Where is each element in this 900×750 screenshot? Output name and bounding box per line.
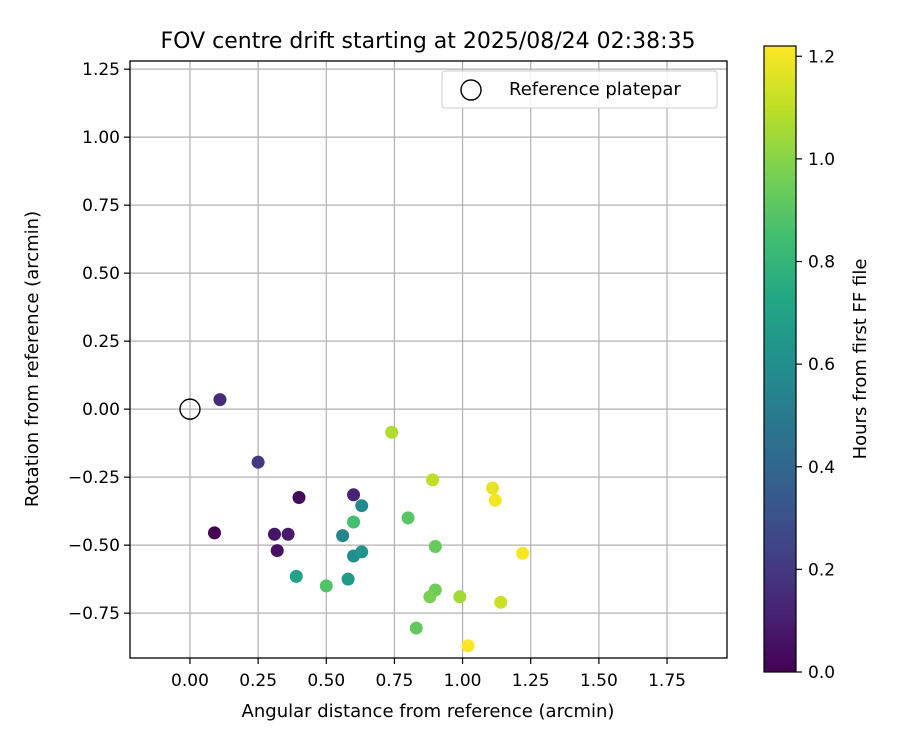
scatter-point <box>488 493 502 507</box>
y-tick-label: −0.25 <box>68 468 120 488</box>
x-tick-label: 0.00 <box>171 671 209 691</box>
legend: Reference platepar <box>441 70 718 109</box>
scatter-point <box>428 539 442 553</box>
scatter-point <box>355 499 369 513</box>
reference-platepar-marker <box>179 398 201 420</box>
scatter-point <box>251 455 265 469</box>
y-axis-ticks: −0.75 −0.50 −0.25 0.00 0.25 0.50 0.75 1.00 1.25 <box>68 60 130 624</box>
colorbar-gradient <box>763 45 797 673</box>
scatter-point <box>289 569 303 583</box>
scatter-point <box>453 590 467 604</box>
y-tick-label: −0.75 <box>68 604 120 624</box>
colorbar-tick-label: 0.6 <box>808 355 835 375</box>
scatter-point <box>355 545 369 559</box>
scatter-point <box>385 425 399 439</box>
y-tick-label: −0.50 <box>68 536 120 556</box>
scatter-point <box>208 526 222 540</box>
scatter-point <box>341 572 355 586</box>
x-tick-label: 0.50 <box>307 671 345 691</box>
plot-frame <box>129 60 728 659</box>
legend-label-reference: Reference platepar <box>509 79 681 100</box>
y-tick-label: 1.00 <box>82 128 120 148</box>
colorbar-label: Hours from first FF file <box>850 259 871 460</box>
scatter-point <box>461 639 475 653</box>
y-tick-label: 0.25 <box>82 332 120 352</box>
scatter-point <box>281 527 295 541</box>
scatter-point <box>516 546 530 560</box>
colorbar-tick-label: 0.8 <box>808 253 835 273</box>
x-tick-label: 0.75 <box>375 671 413 691</box>
colorbar: 0.0 0.2 0.4 0.6 0.8 1.0 1.2 Hours from first F… <box>763 45 871 683</box>
scatter-point <box>347 488 361 502</box>
x-tick-label: 1.50 <box>580 671 618 691</box>
y-tick-label: 0.00 <box>82 400 120 420</box>
x-tick-label: 1.75 <box>648 671 686 691</box>
scatter-point <box>494 595 508 609</box>
scatter-point <box>409 621 423 635</box>
scatter-point <box>292 491 306 505</box>
colorbar-tick-label: 0.4 <box>808 458 835 478</box>
x-tick-label: 1.25 <box>512 671 550 691</box>
x-axis-label: Angular distance from reference (arcmin) <box>242 701 615 722</box>
y-tick-label: 1.25 <box>82 60 120 80</box>
scatter-point <box>270 544 284 558</box>
grid-lines <box>130 61 727 658</box>
scatter-point <box>336 529 350 543</box>
colorbar-tick-label: 0.0 <box>808 663 835 683</box>
colorbar-tick-label: 0.2 <box>808 560 835 580</box>
chart-title: FOV centre drift starting at 2025/08/24 … <box>161 29 696 54</box>
scatter-point <box>267 527 281 541</box>
colorbar-tick-label: 1.0 <box>808 150 835 170</box>
colorbar-tick-label: 1.2 <box>808 47 835 67</box>
scatter-point <box>486 481 500 495</box>
y-tick-label: 0.50 <box>82 264 120 284</box>
scatter-point <box>213 393 227 407</box>
x-tick-label: 0.25 <box>239 671 277 691</box>
x-tick-label: 1.00 <box>444 671 482 691</box>
scatter-point <box>426 473 440 487</box>
legend-reference-marker <box>460 79 482 101</box>
x-axis-ticks: 0.00 0.25 0.50 0.75 1.00 1.25 1.50 1.75 <box>171 658 686 691</box>
colorbar-ticks: 0.0 0.2 0.4 0.6 0.8 1.0 1.2 <box>796 47 835 683</box>
scatter-point <box>319 579 333 593</box>
data-points <box>179 393 530 653</box>
scatter-point <box>423 590 437 604</box>
y-tick-label: 0.75 <box>82 196 120 216</box>
y-axis-label: Rotation from reference (arcmin) <box>22 211 43 507</box>
legend-box <box>441 70 718 109</box>
scatter-point <box>347 515 361 529</box>
scatter-point <box>401 511 415 525</box>
